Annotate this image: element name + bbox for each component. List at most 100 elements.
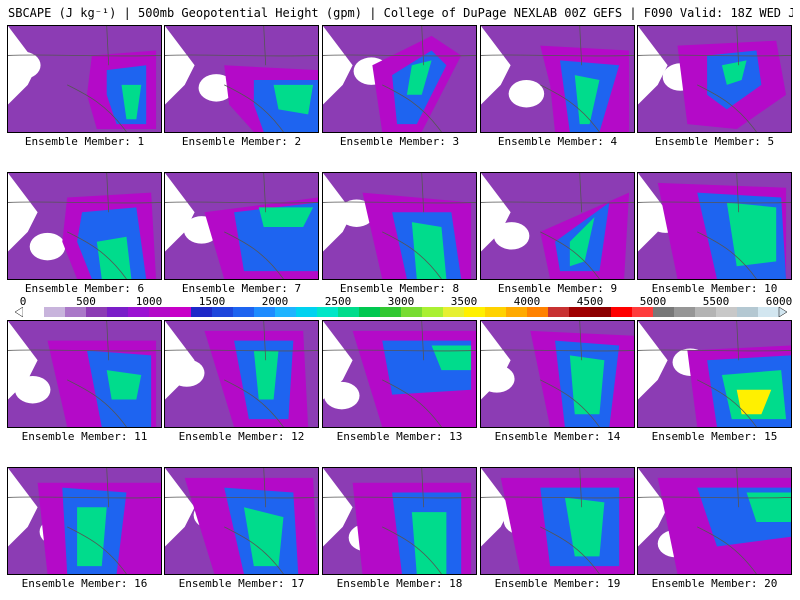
colorbar-tick-label: 2500 xyxy=(324,295,352,308)
state-boundaries xyxy=(165,26,318,132)
sbcape-field-7 xyxy=(165,173,318,279)
sbcape-field-16 xyxy=(8,468,161,574)
state-boundaries xyxy=(165,468,318,574)
state-boundaries xyxy=(481,173,634,279)
state-boundaries xyxy=(8,321,161,427)
cape-contour-3 xyxy=(273,84,314,115)
ensemble-member-label: Ensemble Member: 15 xyxy=(651,430,778,443)
colorbar-tick-label: 500 xyxy=(76,295,96,308)
ensemble-member-label: Ensemble Member: 17 xyxy=(178,577,305,590)
state-boundaries xyxy=(481,468,634,574)
colorbar-tick-label: 1500 xyxy=(198,295,226,308)
colorbar-tick-label: 0 xyxy=(19,295,27,308)
ensemble-panel-10 xyxy=(637,172,792,280)
cape-contour-3 xyxy=(746,492,791,522)
colorbar-high-arrow xyxy=(778,307,787,317)
colorbar-swatch xyxy=(338,307,360,317)
colorbar-swatch xyxy=(149,307,171,317)
colorbar-swatch xyxy=(464,307,486,317)
state-boundaries xyxy=(323,468,476,574)
ensemble-panel-18 xyxy=(322,467,477,575)
state-boundaries xyxy=(323,173,476,279)
colorbar-swatch xyxy=(170,307,192,317)
colorbar-swatch xyxy=(23,307,45,317)
ensemble-panel-13 xyxy=(322,320,477,428)
state-boundaries xyxy=(481,321,634,427)
colorbar-tick-label: 3000 xyxy=(387,295,415,308)
colorbar-swatch xyxy=(422,307,444,317)
state-boundaries xyxy=(8,173,161,279)
sbcape-field-1 xyxy=(8,26,161,132)
ensemble-member-label: Ensemble Member: 19 xyxy=(494,577,621,590)
colorbar-swatch xyxy=(359,307,381,317)
sbcape-field-2 xyxy=(165,26,318,132)
ensemble-panel-16 xyxy=(7,467,162,575)
no-cape-region xyxy=(29,232,66,261)
state-boundaries xyxy=(481,26,634,132)
ensemble-member-label: Ensemble Member: 12 xyxy=(178,430,305,443)
cape-contour-3 xyxy=(411,222,447,279)
ensemble-member-label: Ensemble Member: 2 xyxy=(181,135,302,148)
ensemble-panel-3 xyxy=(322,25,477,133)
colorbar-swatch xyxy=(44,307,66,317)
state-boundaries xyxy=(638,321,791,427)
colorbar-swatch xyxy=(590,307,612,317)
colorbar-swatch xyxy=(296,307,318,317)
no-cape-region xyxy=(14,375,51,404)
no-cape-region xyxy=(481,365,515,393)
cape-contour-3 xyxy=(253,350,279,400)
sbcape-field-15 xyxy=(638,321,791,427)
colorbar-swatch xyxy=(632,307,654,317)
colorbar-swatch xyxy=(86,307,108,317)
ensemble-panel-4 xyxy=(480,25,635,133)
colorbar-swatch xyxy=(737,307,759,317)
sbcape-field-17 xyxy=(165,468,318,574)
state-boundaries xyxy=(638,173,791,279)
sbcape-field-4 xyxy=(481,26,634,132)
cape-contour-3 xyxy=(106,370,142,400)
colorbar-scale xyxy=(15,307,787,317)
colorbar-swatch xyxy=(380,307,402,317)
sbcape-field-19 xyxy=(481,468,634,574)
ensemble-panel-14 xyxy=(480,320,635,428)
no-cape-region xyxy=(508,79,545,108)
ensemble-member-label: Ensemble Member: 13 xyxy=(336,430,463,443)
sbcape-field-9 xyxy=(481,173,634,279)
colorbar-swatch xyxy=(485,307,507,317)
colorbar-swatch xyxy=(233,307,255,317)
state-boundaries xyxy=(8,468,161,574)
state-boundaries xyxy=(638,468,791,574)
ensemble-member-label: Ensemble Member: 3 xyxy=(339,135,460,148)
colorbar-swatch xyxy=(317,307,339,317)
sbcape-field-10 xyxy=(638,173,791,279)
colorbar-swatch xyxy=(506,307,528,317)
colorbar-swatch xyxy=(401,307,423,317)
cape-contour-3 xyxy=(77,507,107,567)
colorbar-tick-label: 2000 xyxy=(261,295,289,308)
colorbar-swatch xyxy=(107,307,129,317)
colorbar-swatch xyxy=(716,307,738,317)
ensemble-member-label: Ensemble Member: 11 xyxy=(21,430,148,443)
ensemble-panel-19 xyxy=(480,467,635,575)
colorbar-swatch xyxy=(527,307,549,317)
sbcape-field-6 xyxy=(8,173,161,279)
colorbar-swatch xyxy=(254,307,276,317)
cape-contour-3 xyxy=(406,60,432,95)
cape-contour-3 xyxy=(574,75,600,125)
cape-contour-3 xyxy=(431,345,472,371)
colorbar-swatch xyxy=(128,307,150,317)
cape-contour-3 xyxy=(569,355,605,415)
sbcape-field-3 xyxy=(323,26,476,132)
colorbar-tick-label: 4500 xyxy=(576,295,604,308)
sbcape-field-11 xyxy=(8,321,161,427)
colorbar-low-arrow xyxy=(15,307,24,317)
colorbar xyxy=(15,307,787,317)
sbcape-field-20 xyxy=(638,468,791,574)
state-boundaries xyxy=(165,321,318,427)
ensemble-member-label: Ensemble Member: 16 xyxy=(21,577,148,590)
cape-contour-3 xyxy=(243,507,284,567)
ensemble-panel-20 xyxy=(637,467,792,575)
state-boundaries xyxy=(165,173,318,279)
colorbar-swatch xyxy=(191,307,213,317)
colorbar-swatch xyxy=(695,307,717,317)
